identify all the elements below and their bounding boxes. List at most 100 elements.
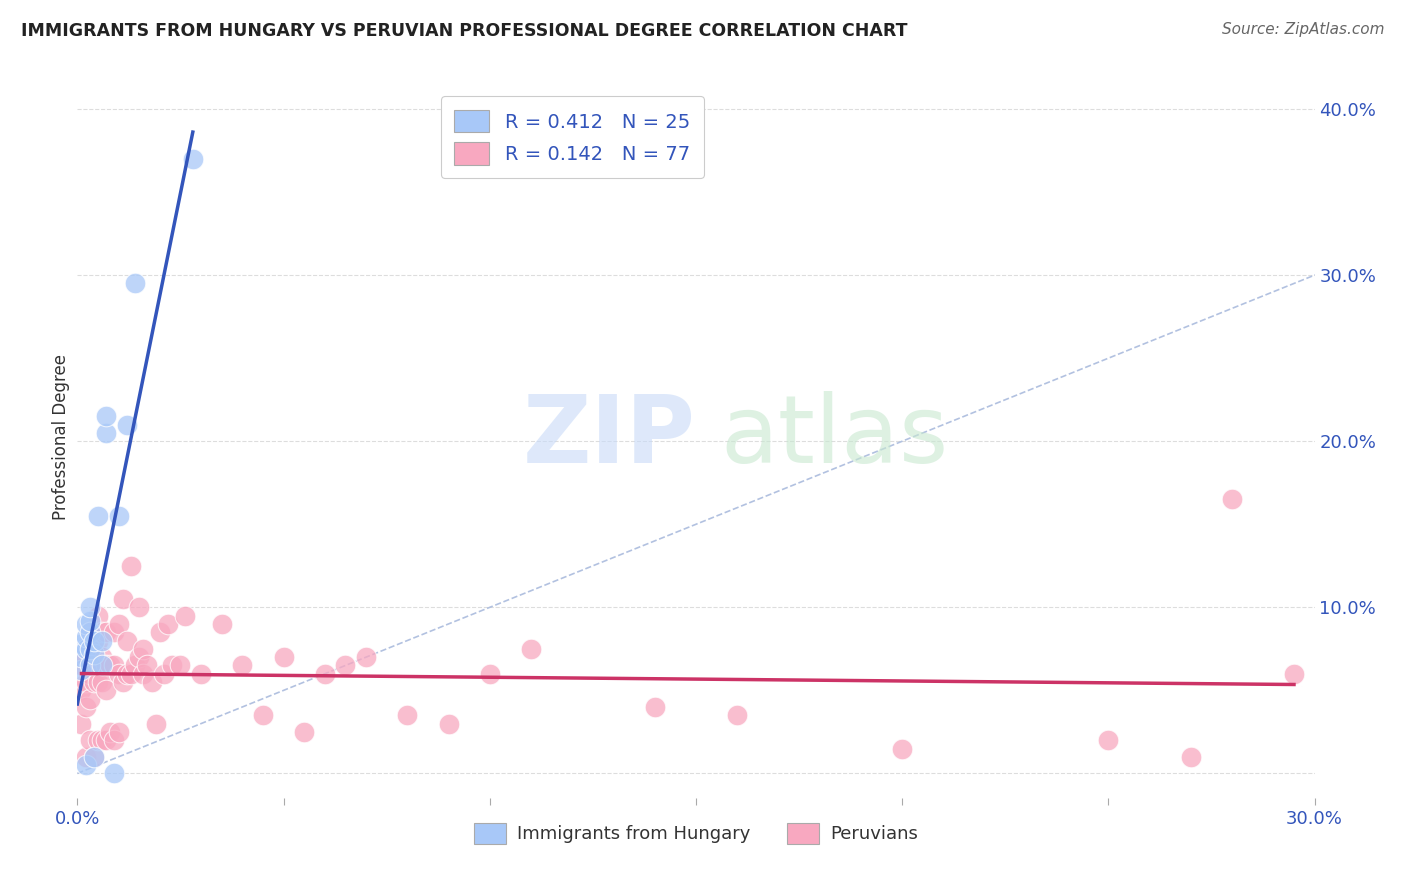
Point: [149, 625, 172, 640]
Point: [124, 277, 146, 291]
Point: [181, 152, 204, 166]
Point: [725, 708, 748, 723]
Point: [79, 600, 101, 615]
Point: [91, 625, 114, 640]
Point: [83, 647, 105, 661]
Point: [520, 641, 543, 656]
Point: [79, 691, 101, 706]
Point: [292, 725, 315, 739]
Point: [75, 700, 97, 714]
Point: [111, 592, 134, 607]
Point: [120, 666, 142, 681]
Text: IMMIGRANTS FROM HUNGARY VS PERUVIAN PROFESSIONAL DEGREE CORRELATION CHART: IMMIGRANTS FROM HUNGARY VS PERUVIAN PROF…: [21, 22, 908, 40]
Point: [103, 766, 125, 780]
Point: [1220, 492, 1243, 507]
Point: [141, 675, 163, 690]
Point: [1282, 666, 1305, 681]
Point: [79, 625, 101, 640]
Point: [79, 641, 101, 656]
Point: [153, 666, 176, 681]
Point: [314, 666, 336, 681]
Point: [103, 733, 125, 747]
Point: [91, 658, 114, 673]
Point: [98, 725, 121, 739]
Point: [1180, 749, 1202, 764]
Point: [132, 666, 155, 681]
Point: [157, 616, 180, 631]
Point: [115, 666, 138, 681]
Point: [160, 658, 183, 673]
Point: [115, 633, 138, 648]
Point: [1097, 733, 1119, 747]
Point: [70, 716, 93, 731]
Point: [79, 733, 101, 747]
Point: [75, 641, 97, 656]
Point: [96, 683, 118, 698]
Point: [75, 758, 97, 772]
Point: [96, 658, 118, 673]
Point: [79, 658, 101, 673]
Text: Source: ZipAtlas.com: Source: ZipAtlas.com: [1222, 22, 1385, 37]
Point: [231, 658, 253, 673]
Point: [136, 658, 159, 673]
Point: [83, 749, 105, 764]
Point: [96, 625, 118, 640]
Text: ZIP: ZIP: [523, 391, 696, 483]
Legend: Immigrants from Hungary, Peruvians: Immigrants from Hungary, Peruvians: [467, 815, 925, 851]
Point: [75, 675, 97, 690]
Point: [75, 650, 97, 665]
Point: [335, 658, 357, 673]
Point: [91, 675, 114, 690]
Point: [79, 614, 101, 628]
Point: [132, 641, 155, 656]
Point: [75, 630, 97, 644]
Point: [87, 733, 110, 747]
Point: [145, 716, 167, 731]
Point: [107, 725, 129, 739]
Point: [83, 633, 105, 648]
Point: [107, 508, 129, 523]
Point: [70, 650, 93, 665]
Text: atlas: atlas: [721, 391, 949, 483]
Point: [79, 625, 101, 640]
Point: [70, 658, 93, 673]
Point: [115, 417, 138, 432]
Point: [396, 708, 419, 723]
Point: [120, 558, 142, 573]
Point: [79, 641, 101, 656]
Point: [252, 708, 274, 723]
Point: [70, 664, 93, 678]
Point: [83, 633, 105, 648]
Point: [169, 658, 191, 673]
Point: [83, 749, 105, 764]
Point: [87, 633, 110, 648]
Point: [103, 658, 125, 673]
Y-axis label: Professional Degree: Professional Degree: [52, 354, 70, 520]
Point: [91, 633, 114, 648]
Point: [173, 608, 195, 623]
Point: [79, 666, 101, 681]
Point: [91, 733, 114, 747]
Point: [437, 716, 460, 731]
Point: [75, 616, 97, 631]
Point: [273, 650, 295, 665]
Point: [124, 658, 146, 673]
Point: [70, 637, 93, 651]
Point: [87, 608, 110, 623]
Point: [87, 508, 110, 523]
Point: [91, 650, 114, 665]
Point: [75, 749, 97, 764]
Point: [211, 616, 233, 631]
Point: [190, 666, 212, 681]
Point: [83, 675, 105, 690]
Point: [103, 625, 125, 640]
Point: [111, 675, 134, 690]
Point: [478, 666, 501, 681]
Point: [891, 741, 914, 756]
Point: [87, 675, 110, 690]
Point: [354, 650, 377, 665]
Point: [96, 409, 118, 424]
Point: [70, 683, 93, 698]
Point: [107, 666, 129, 681]
Point: [644, 700, 666, 714]
